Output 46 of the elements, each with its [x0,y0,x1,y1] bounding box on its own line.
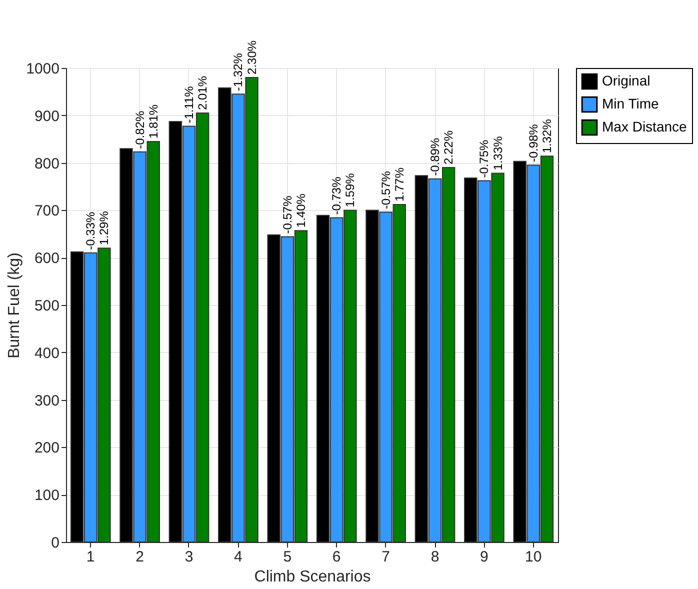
annotation: 2.01% [196,76,210,110]
y-tick-label: 800 [34,155,60,172]
annotation: -0.73% [330,176,344,215]
legend-label: Original [602,72,650,88]
x-axis-title: Climb Scenarios [254,568,371,586]
y-tick-label: 1000 [26,60,60,78]
annotation: -1.11% [182,86,196,124]
legend-label: Min Time [602,96,659,112]
annotation: -0.98% [526,124,540,162]
x-tick-label: 9 [480,548,488,566]
annotation: -1.32% [231,52,246,92]
x-tick-label: 2 [136,548,144,566]
annotation: 2.22% [442,130,456,165]
annotation: -0.57% [280,195,294,234]
annotation: -0.57% [378,170,393,210]
annotation: 1.77% [392,167,406,202]
y-axis-title: Burnt Fuel (kg) [6,252,24,358]
annotation: -0.89% [428,138,442,176]
annotation: -0.33% [84,212,98,250]
annotation: -0.75% [477,139,492,178]
x-tick-label: 3 [184,548,194,566]
y-tick-label: 400 [34,344,60,362]
y-tick-label: 600 [34,250,60,268]
annotation: 1.81% [146,104,160,138]
y-tick-label: 200 [34,440,60,457]
x-tick-label: 5 [283,548,292,566]
annotation: 2.30% [244,40,259,74]
x-tick-label: 6 [332,548,341,566]
x-tick-label: 10 [525,548,542,566]
y-tick-label: 500 [34,298,60,314]
y-tick-label: 300 [34,392,60,410]
annotation: 1.29% [97,210,112,246]
annotation: 1.59% [343,172,358,208]
legend-label: Max Distance [602,118,688,134]
y-tick-label: 0 [51,534,60,552]
y-tick-label: 700 [34,202,60,220]
y-tick-label: 100 [34,487,60,504]
annotation: 1.33% [490,136,505,170]
x-tick-label: 4 [234,548,242,566]
annotation: 1.40% [294,193,308,228]
y-tick-label: 900 [34,108,60,125]
x-tick-label: 1 [86,548,95,566]
x-tick-label: 7 [382,548,390,566]
x-tick-label: 8 [430,548,440,566]
annotation: 1.32% [540,118,554,154]
annotation: -0.82% [132,110,147,149]
